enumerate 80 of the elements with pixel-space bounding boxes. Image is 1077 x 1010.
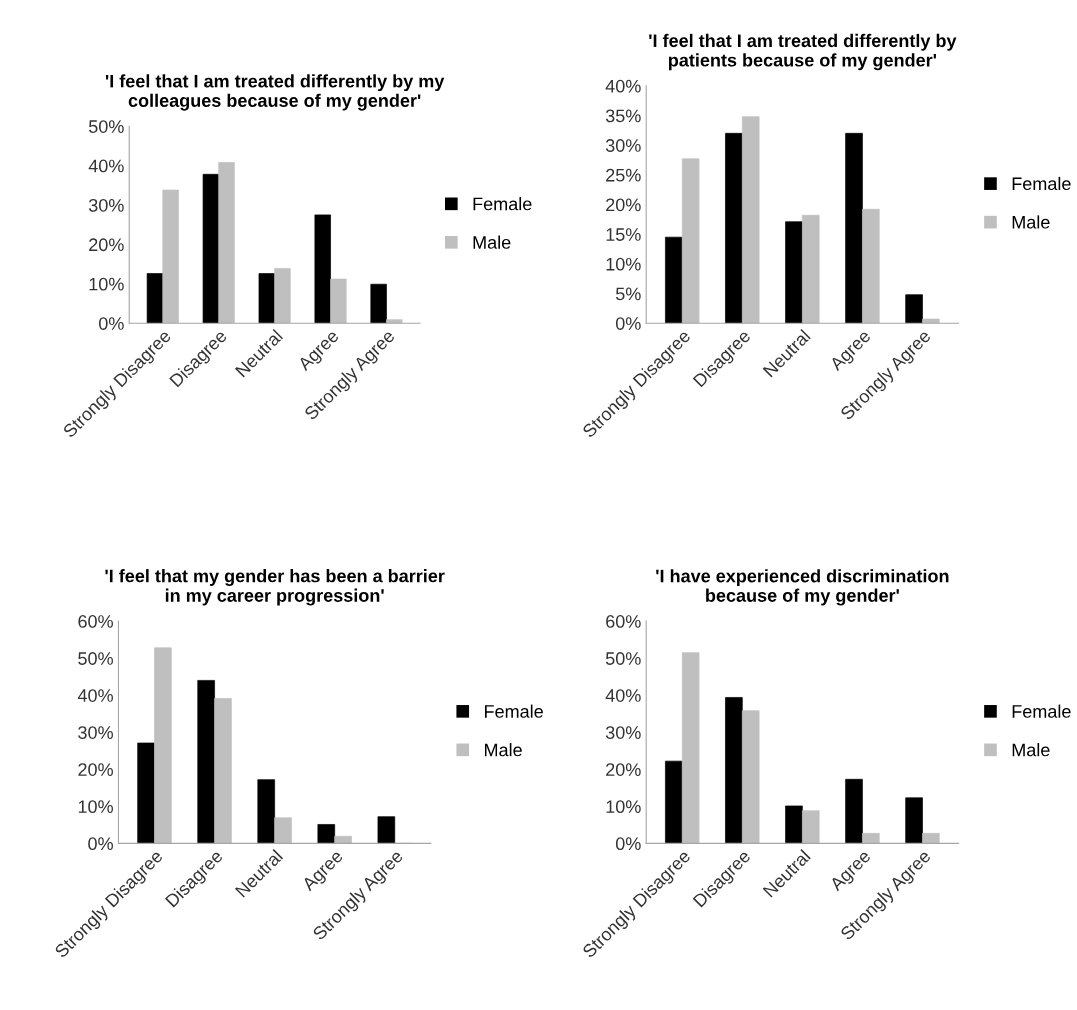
bar [377,816,396,844]
bar [202,173,220,324]
bar [314,214,331,324]
legend-label: Male [1012,215,1050,229]
chart-title: 'I feel that my gender has been a barrier in my career progression' [105,569,445,606]
y-tick-label: 20% [606,198,641,212]
bar [334,835,352,844]
y-tick-label: 60% [78,615,113,628]
y-tick-label: 0% [615,837,641,851]
bar [317,824,336,844]
bar [257,779,275,844]
bar [741,116,760,324]
y-tick-label: 10% [78,800,113,814]
y-tick-label: 30% [605,726,641,739]
bar [274,817,292,844]
y-tick-label: 50% [605,652,641,665]
legend-label: Male [484,743,522,757]
bar [905,294,923,324]
y-tick-label: 40% [88,159,124,173]
legend-label: Female [1012,176,1071,191]
legend-label: Female [1012,704,1071,718]
bar [922,833,940,844]
y-tick-label: 0% [615,317,641,330]
y-tick-label: 20% [606,763,641,776]
bar [905,797,923,844]
bar [665,236,683,324]
bar [681,158,700,324]
y-tick-label: 40% [605,79,641,93]
y-tick-label: 0% [98,317,124,330]
bar [162,189,179,324]
y-tick-label: 35% [605,109,641,123]
legend-label: Female [473,197,532,211]
y-tick-label: 20% [78,763,113,776]
y-tick-label: 5% [615,287,641,301]
bar [862,833,880,844]
bar [802,810,820,844]
bar [197,680,215,844]
bar [725,132,743,324]
bar [665,760,683,844]
y-tick-label: 50% [88,120,124,133]
bar [274,268,291,324]
chart-title: 'I feel that I am treated differently by my colleagues because of my gender' [105,74,445,111]
y-tick-label: 0% [88,837,113,851]
y-tick-label: 30% [605,139,641,152]
legend-label: Male [473,235,511,249]
y-tick-label: 15% [606,228,641,241]
y-tick-label: 25% [606,168,641,182]
y-tick-label: 10% [606,800,641,814]
bar [785,805,803,844]
y-tick-label: 50% [78,652,113,665]
bar [845,132,863,324]
bar [330,278,347,324]
bar [258,273,275,324]
bar [681,652,700,844]
bar [370,283,387,324]
bar [785,221,803,324]
bar [741,710,760,844]
y-tick-label: 30% [78,726,113,739]
y-tick-label: 40% [77,689,113,702]
y-tick-label: 20% [89,238,124,252]
bar [218,162,235,324]
y-tick-label: 10% [606,257,641,271]
bar [214,698,232,844]
bar [922,318,940,324]
bar [845,778,863,844]
y-tick-label: 60% [606,615,641,628]
legend-label: Male [1012,743,1050,757]
bar [862,208,880,324]
bar [725,697,743,844]
legend-label: Female [484,704,543,718]
y-tick-label: 40% [605,689,641,702]
chart-title: 'I have experienced discrimination because of my gender' [656,569,949,606]
bar [386,319,403,324]
bar [802,214,820,324]
y-tick-label: 30% [88,198,124,212]
bar [154,647,172,844]
y-tick-label: 10% [89,277,124,291]
bar [146,273,164,324]
chart-title: 'I feel that I am treated differently by patients because of my gender' [649,33,957,71]
bar [137,742,155,844]
